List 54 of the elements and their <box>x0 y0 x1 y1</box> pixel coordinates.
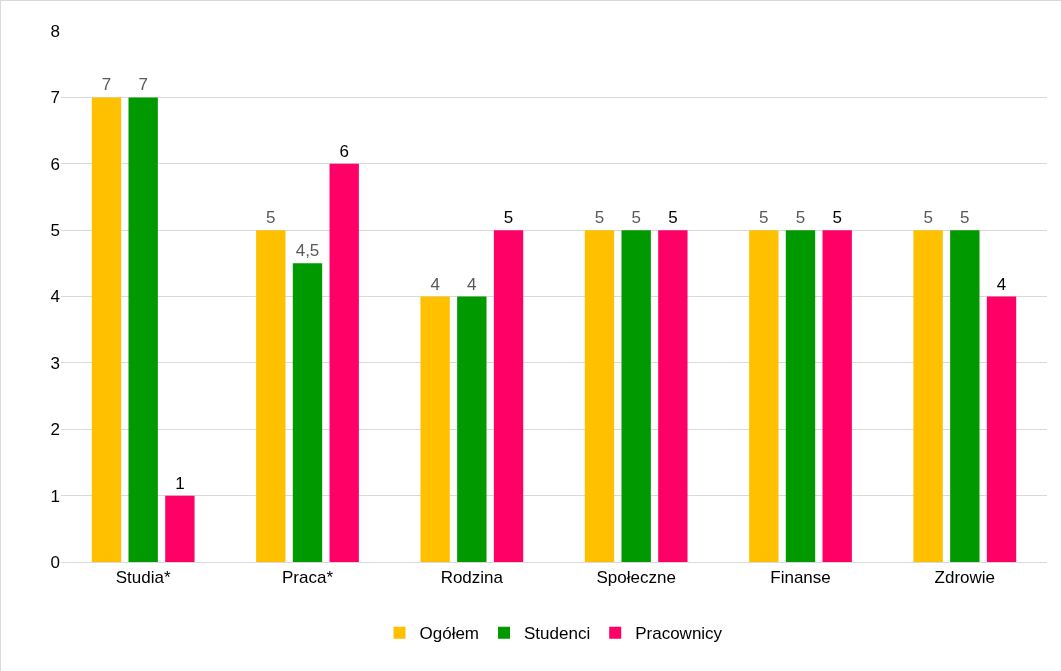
bar <box>658 230 688 562</box>
bar <box>91 97 122 562</box>
y-tick-label: 5 <box>50 221 60 241</box>
bar <box>822 230 852 562</box>
data-label: 4 <box>430 274 440 294</box>
y-tick-label: 3 <box>50 353 60 373</box>
bar <box>292 263 323 562</box>
data-label: 5 <box>960 208 970 228</box>
bar <box>128 97 158 562</box>
bar <box>493 230 524 562</box>
data-label: 1 <box>175 473 185 493</box>
data-label: 5 <box>266 208 276 228</box>
data-label: 5 <box>795 208 806 228</box>
bar <box>420 296 450 562</box>
data-label: 5 <box>594 208 605 228</box>
data-label: 6 <box>339 141 349 161</box>
legend-label: Pracownicy <box>635 624 723 644</box>
legend-label: Ogółem <box>419 624 480 644</box>
y-tick-label: 0 <box>50 552 60 572</box>
data-label: 4 <box>467 274 477 294</box>
bar <box>621 230 651 562</box>
bar <box>950 230 980 562</box>
data-label: 5 <box>503 208 514 228</box>
legend-label: Studenci <box>524 624 591 644</box>
data-label: 5 <box>631 208 641 228</box>
data-label: 4,5 <box>295 241 320 261</box>
bar <box>749 230 779 562</box>
bar <box>986 296 1017 562</box>
data-label: 5 <box>832 208 842 228</box>
x-tick-label: Studia* <box>115 568 171 588</box>
y-tick-label: 6 <box>50 154 60 174</box>
x-tick-label: Zdrowie <box>934 568 996 588</box>
x-tick-label: Społeczne <box>596 568 676 588</box>
bar <box>785 230 816 562</box>
bar <box>457 296 487 562</box>
y-tick-label: 7 <box>50 88 60 108</box>
bar <box>256 230 286 562</box>
y-tick-label: 1 <box>50 486 60 506</box>
bar <box>913 230 943 562</box>
data-label: 5 <box>668 208 678 228</box>
x-tick-label: Praca* <box>281 568 334 588</box>
data-label: 7 <box>138 75 148 95</box>
y-tick-label: 4 <box>50 287 60 307</box>
data-label: 5 <box>759 208 769 228</box>
x-tick-label: Rodzina <box>440 568 504 588</box>
data-label: 5 <box>923 208 933 228</box>
data-label: 7 <box>101 75 112 95</box>
bar <box>329 163 359 562</box>
x-tick-label: Finanse <box>770 568 831 588</box>
bar <box>584 230 615 562</box>
y-tick-label: 2 <box>50 420 60 440</box>
bar <box>165 495 195 562</box>
data-label: 4 <box>996 274 1007 294</box>
y-tick-label: 8 <box>50 21 60 41</box>
